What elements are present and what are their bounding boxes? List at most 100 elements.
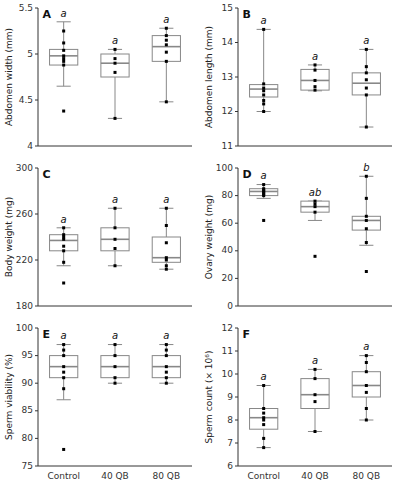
point [62,282,65,285]
panel: 020406080100Ovary weight (mg)aabbD [204,162,393,310]
x-axis [38,306,192,307]
x-axis [238,146,392,147]
point [62,49,65,52]
median [250,417,278,419]
panel-label: A [43,8,52,21]
point [262,446,265,449]
stat-letter: b [363,162,369,173]
point [314,255,317,258]
box [50,235,78,251]
cap-low [359,420,373,421]
whisker-low [315,409,316,432]
cap-high [57,21,71,22]
box [250,85,278,97]
point [165,259,168,262]
y-tick-label: 90 [22,378,34,388]
point [62,30,65,33]
y-tick-label: 0 [227,301,233,311]
stat-letter: a [163,194,169,205]
x-tick-label: 80 QB [353,471,381,481]
box [352,73,380,95]
y-tick [35,328,38,329]
point [365,354,368,357]
stat-letter: a [163,330,169,341]
marks [50,343,181,451]
point [165,39,168,42]
median [352,220,380,222]
y-tick-label: 9 [227,392,233,402]
y-tick-label: 4.5 [19,95,33,105]
y-tick-label: 40 [222,245,234,255]
point [114,247,117,250]
point [365,384,368,387]
y-tick-label: 12 [222,323,233,333]
point [262,28,265,31]
point [262,110,265,113]
point [165,349,168,352]
y-axis-label: Body weight (mg) [4,197,14,277]
point [365,270,368,273]
point [62,238,65,241]
cap-high [159,28,173,29]
y-tick-label: 100 [216,163,233,173]
point [365,407,368,410]
point [365,175,368,178]
x-tick-label: 40 QB [101,471,129,481]
point [165,354,168,357]
y-tick-label: 5 [27,49,33,59]
marks [250,28,381,129]
point [262,437,265,440]
y-tick [235,443,238,444]
y-tick [35,383,38,384]
marks [250,354,381,449]
y-axis-label: Abdomen width (mm) [4,28,14,126]
y-tick-label: 11 [222,141,233,151]
y-tick [235,42,238,43]
point [262,89,265,92]
point [365,419,368,422]
box [352,216,380,230]
stat-letter: a [312,51,318,62]
y-tick-label: 11 [222,346,233,356]
y-tick-label: 95 [22,350,33,360]
point [62,245,65,248]
whisker-low [315,90,316,92]
point [262,87,265,90]
y-tick [235,146,238,147]
y-tick [235,328,238,329]
cap-high [359,49,373,50]
point [62,60,65,63]
point [365,391,368,394]
box [152,36,180,62]
y-tick [35,100,38,101]
point [114,365,117,368]
cap-high [57,344,71,345]
point [165,241,168,244]
point [365,370,368,373]
point [62,365,65,368]
y-tick [235,8,238,9]
y-tick-label: 85 [22,405,33,415]
x-tick-label: Control [47,471,80,481]
point [114,382,117,385]
y-axis-label: Sperm count (× 10⁶) [204,351,214,444]
point [314,69,317,72]
box [152,356,180,378]
y-axis [238,168,239,306]
median [101,239,129,241]
stat-letter: a [261,15,267,26]
y-tick-label: 15 [222,3,233,13]
cap-low [57,399,71,400]
box [101,228,129,251]
point [62,261,65,264]
point [114,354,117,357]
x-tick-label: Control [247,471,280,481]
panel: 44.555.5Abdomen width (mm)aaaA [4,3,193,151]
y-tick-label: 8 [227,415,233,425]
cap-high [159,344,173,345]
y-tick-label: 4 [27,141,33,151]
y-tick [35,260,38,261]
point [262,384,265,387]
point [165,34,168,37]
figure: 44.555.5Abdomen width (mm)aaaA1112131415… [0,0,400,500]
